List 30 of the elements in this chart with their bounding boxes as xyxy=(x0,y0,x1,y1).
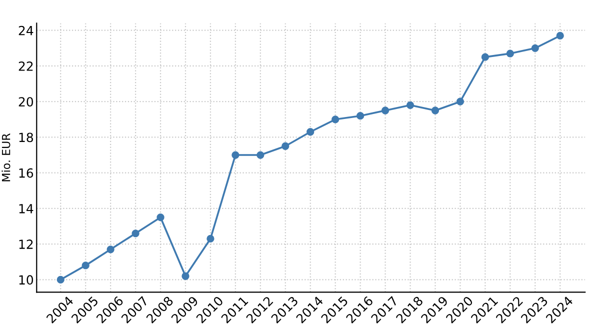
point xyxy=(82,262,90,270)
point xyxy=(306,128,314,136)
y-tick-label: 16 xyxy=(19,168,34,178)
point xyxy=(232,151,240,159)
y-tick-label: 22 xyxy=(18,61,33,71)
point xyxy=(481,53,490,61)
y-tick-label: 10 xyxy=(19,275,34,285)
point xyxy=(332,116,340,124)
point xyxy=(531,44,539,52)
point xyxy=(156,214,164,222)
y-tick-label: 18 xyxy=(19,132,34,142)
y-tick-label: 14 xyxy=(19,204,34,214)
point xyxy=(256,151,264,159)
point xyxy=(506,50,514,58)
point xyxy=(106,246,114,254)
y-tick-label: 24 xyxy=(18,26,34,36)
point xyxy=(381,106,390,114)
point xyxy=(206,234,214,243)
point xyxy=(556,32,564,40)
point xyxy=(132,230,140,238)
point xyxy=(182,272,190,280)
y-tick-label: 12 xyxy=(19,240,33,249)
point xyxy=(456,98,464,106)
y-axis-title: Mio. EUR xyxy=(2,133,10,182)
point xyxy=(356,112,364,120)
point xyxy=(56,276,64,284)
y-tick-label: 20 xyxy=(18,97,34,107)
point xyxy=(282,142,290,150)
point xyxy=(406,101,414,109)
point xyxy=(431,106,440,114)
